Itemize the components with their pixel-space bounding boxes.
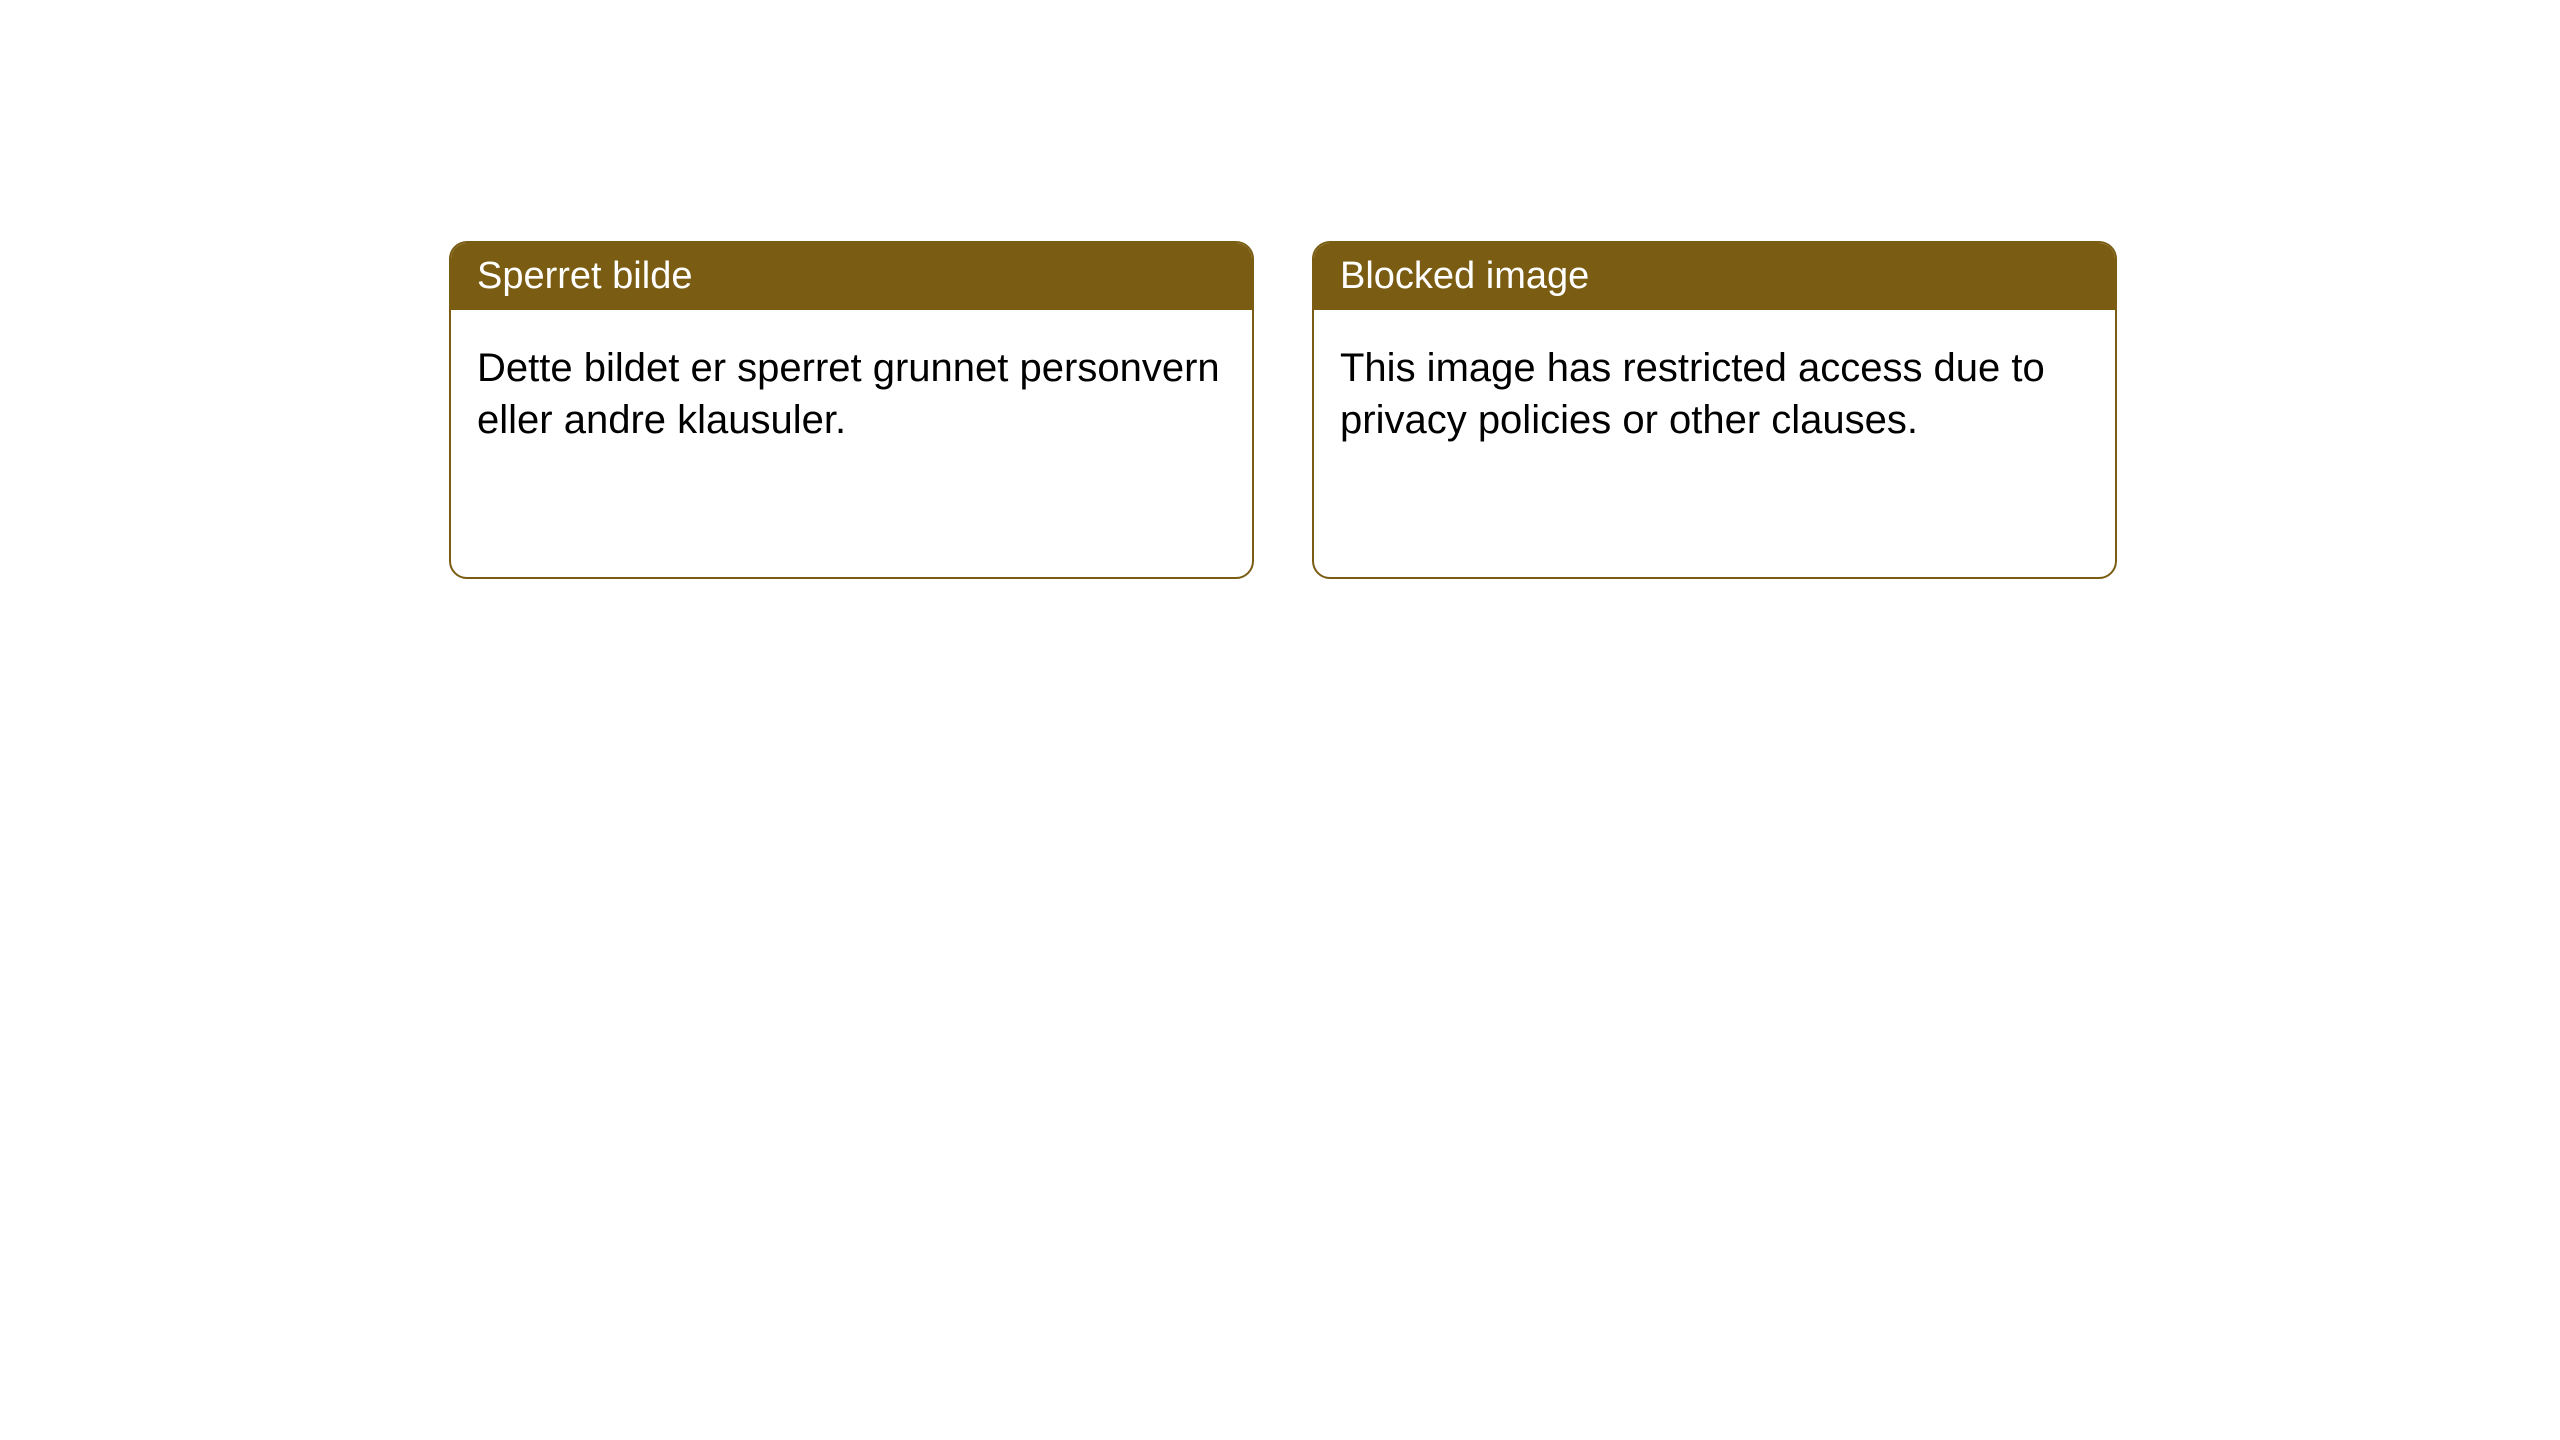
notice-title: Sperret bilde [477,255,692,297]
notice-card-english: Blocked image This image has restricted … [1312,241,2117,579]
notice-body: This image has restricted access due to … [1314,310,2115,478]
notice-title: Blocked image [1340,255,1589,297]
notice-message: This image has restricted access due to … [1340,346,2045,442]
notice-header: Sperret bilde [451,243,1252,310]
notice-message: Dette bildet er sperret grunnet personve… [477,346,1220,442]
notice-body: Dette bildet er sperret grunnet personve… [451,310,1252,478]
notice-card-norwegian: Sperret bilde Dette bildet er sperret gr… [449,241,1254,579]
notice-cards-container: Sperret bilde Dette bildet er sperret gr… [449,241,2117,579]
notice-header: Blocked image [1314,243,2115,310]
